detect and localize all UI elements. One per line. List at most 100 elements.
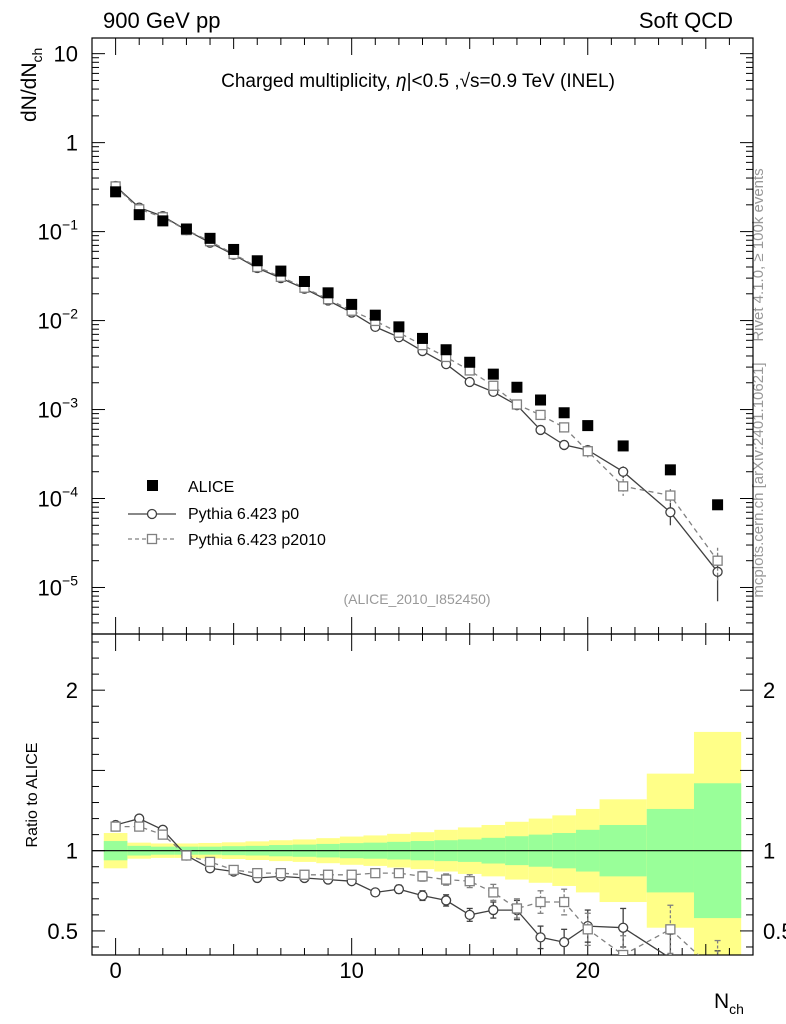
series-p0-ratio-point (370, 887, 381, 898)
y-axis-label: dN/dNch (18, 48, 45, 122)
y-tick-label: 10−3 (38, 395, 79, 423)
ratio-tick-label-left: 2 (66, 678, 78, 703)
legend-label-p2010: Pythia 6.423 p2010 (188, 532, 326, 549)
series-p2010-ratio-point (134, 821, 145, 832)
y-tick-label: 10−4 (38, 484, 79, 512)
alice-data-point (369, 309, 381, 321)
series-p0-ratio-point (464, 909, 475, 921)
series-p2010-ratio-point (157, 829, 168, 840)
series-p2010-ratio-point (181, 850, 192, 861)
series-p0-point (464, 376, 475, 388)
series-p0-ratio-point (440, 895, 452, 906)
series-p2010-ratio-point (488, 887, 499, 898)
alice-data-point (133, 209, 145, 221)
legend-label-alice: ALICE (188, 479, 234, 496)
alice-data-point (712, 499, 724, 511)
series-p0-ratio-point (393, 884, 405, 895)
series-p2010-ratio-point (299, 869, 310, 880)
header-left: 900 GeV pp (103, 8, 220, 33)
series-p2010-ratio-point (275, 867, 287, 879)
alice-data-point (346, 298, 358, 310)
ratio-tick-label-left: 1 (66, 839, 78, 864)
series-p2010-ratio-point (204, 856, 216, 868)
alice-data-point (204, 232, 216, 244)
axis-ticks (91, 38, 754, 955)
alice-data-point (275, 265, 287, 277)
y-tick-label: 10−5 (38, 572, 79, 600)
alice-data-point (535, 394, 547, 406)
series-p2010-ratio-point (511, 903, 523, 914)
alice-data-point (417, 332, 428, 344)
ratio-tick-label-right: 1 (763, 839, 775, 864)
series-p2010-ratio-point (252, 867, 263, 879)
series-p2010-point (582, 446, 593, 457)
series-p0-ratio-point (713, 978, 722, 987)
alice-data-point (180, 223, 192, 235)
series-p2010-point (665, 490, 676, 501)
series-p0-ratio-point (417, 890, 428, 901)
x-tick-label: 0 (109, 958, 121, 983)
x-axis-label: Nch (714, 990, 744, 1017)
series-p0-point (535, 424, 546, 436)
alice-data-point (322, 287, 334, 299)
ratio-tick-label-right: 0.5 (763, 919, 786, 944)
ratio-y-axis-label: Ratio to ALICE (24, 743, 41, 848)
y-tick-label: 10−2 (38, 306, 79, 334)
chart-title: Charged multiplicity, η|<0.5 ,√s=0.9 TeV… (221, 71, 615, 92)
y-tick-label: 1 (66, 131, 78, 156)
y-tick-label: 10 (54, 42, 78, 67)
alice-data-point (393, 321, 405, 333)
series-p0-point (558, 439, 570, 451)
alice-data-point (464, 356, 476, 368)
series-p2010-ratio-point (370, 867, 381, 879)
series-p2010-ratio-point (665, 924, 676, 935)
legend-marker-p2010 (146, 533, 158, 545)
alice-data-point (511, 381, 523, 393)
legend-marker-alice (147, 480, 158, 491)
series-p2010-ratio-point (346, 869, 357, 880)
series-p0-ratio-point (558, 937, 570, 948)
series-p2010-ratio-point (393, 867, 405, 879)
alice-data-point (617, 440, 629, 452)
axis-tick-labels: 10 1 10−1 10−2 10−3 10−4 10−5 2 2 1 1 0.5 0.5 0 10 20 (38, 42, 786, 983)
series-p2010-point (558, 422, 570, 433)
alice-data-point (157, 215, 169, 227)
series-p2010-point (511, 399, 523, 410)
data-points (110, 186, 724, 511)
series-p2010-ratio-point (713, 968, 722, 977)
series-p0-ratio-point (618, 922, 629, 933)
legend: ALICE Pythia 6.423 p0 Pythia 6.423 p2010 (128, 479, 326, 549)
series-p2010-ratio-point (558, 896, 570, 908)
series-p2010-point (618, 481, 629, 492)
series-p0-point (712, 566, 723, 577)
series-p2010-ratio-point (322, 869, 334, 880)
series-p0-ratio-point (488, 904, 499, 916)
series-p0-point (665, 507, 676, 518)
series-p2010-ratio-point (228, 864, 239, 876)
legend-marker-p0 (146, 508, 158, 520)
series-p2010-point (488, 380, 499, 391)
series-p2010-ratio-point (464, 876, 475, 887)
x-tick-label: 10 (339, 958, 363, 983)
mcplots-label: mcplots.cern.ch [arXiv:2401.10621] (750, 362, 767, 597)
series-p2010-ratio-point (618, 949, 629, 955)
series-p2010-ratio-point (535, 896, 546, 908)
alice-data-point (228, 243, 240, 255)
ratio-tick-label-left: 0.5 (47, 919, 78, 944)
alice-data-point (440, 344, 452, 356)
alice-data-point (298, 275, 310, 287)
alice-data-point (487, 368, 499, 380)
alice-data-point (110, 186, 122, 198)
series-p2010-ratio-point (582, 924, 593, 935)
series-p2010-ratio-point (110, 821, 121, 832)
series-p2010-ratio-point (440, 874, 452, 885)
y-tick-label: 10−1 (38, 217, 79, 245)
series-p0-point (618, 466, 629, 477)
series-p2010-ratio-point (417, 871, 428, 882)
x-tick-label: 20 (576, 958, 600, 983)
ratio-tick-label-right: 2 (763, 678, 775, 703)
series-p2010-point (712, 555, 723, 566)
series-p2010-point (535, 409, 546, 421)
rivet-version-label: Rivet 4.1.0, ≥ 100k events (750, 168, 767, 341)
